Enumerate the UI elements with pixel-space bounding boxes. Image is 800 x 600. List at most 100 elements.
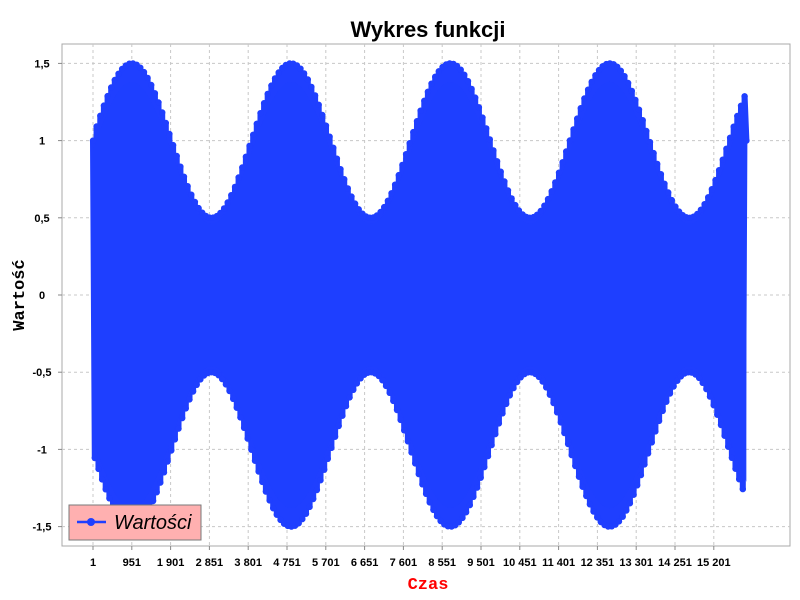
series-point: [233, 404, 240, 411]
series-point: [646, 138, 654, 146]
series-point: [483, 125, 490, 132]
series-point: [184, 183, 191, 190]
series-point: [248, 446, 255, 453]
series-point: [226, 387, 233, 395]
x-tick-label: 6 651: [351, 557, 379, 569]
series-point: [743, 137, 750, 144]
series-point: [311, 92, 319, 99]
series-point: [723, 145, 730, 152]
series-point: [706, 393, 714, 400]
series-point: [153, 489, 160, 496]
series-point: [422, 490, 430, 497]
series-point: [251, 457, 259, 464]
x-tick-label: 1 901: [157, 557, 185, 569]
series-point: [355, 206, 362, 213]
series-point: [195, 204, 202, 212]
series-point: [717, 421, 725, 429]
series-point: [470, 493, 477, 500]
series-point: [297, 65, 304, 72]
series-point: [712, 176, 719, 184]
chart-title: Wykres funkcji: [351, 17, 506, 42]
series-point: [395, 171, 402, 179]
series-point: [164, 458, 171, 465]
series-point: [188, 191, 195, 198]
series-point: [710, 402, 717, 409]
series-point: [250, 131, 257, 138]
series-point: [728, 454, 736, 461]
series-point: [102, 486, 109, 493]
series-point: [490, 147, 497, 154]
series-point: [577, 105, 584, 112]
series-point: [499, 410, 506, 417]
series-point: [508, 195, 515, 202]
series-point: [379, 377, 386, 384]
series-point: [321, 466, 328, 473]
x-tick-label: 5 701: [312, 557, 340, 569]
series-point: [166, 130, 173, 138]
series-point: [568, 451, 575, 459]
series-point: [584, 86, 592, 93]
series-point: [348, 193, 355, 200]
series-point: [594, 514, 601, 521]
series-point: [644, 450, 652, 457]
series-point: [404, 438, 412, 445]
series-point: [624, 79, 632, 87]
series-point: [350, 386, 357, 393]
x-tick-label: 4 751: [273, 557, 301, 569]
series-point: [257, 110, 264, 117]
series-point: [264, 90, 271, 98]
series-point: [415, 470, 422, 478]
series-point: [186, 396, 193, 403]
x-tick-label: 9 501: [467, 557, 495, 569]
series-point: [306, 503, 313, 511]
series-point: [566, 137, 574, 144]
series-point: [275, 69, 282, 76]
series-point: [391, 181, 399, 188]
series-point: [148, 81, 155, 89]
series-point: [262, 488, 270, 495]
y-tick-label: 1,5: [34, 58, 49, 70]
y-tick-label: 1: [39, 136, 45, 148]
series-point: [648, 439, 655, 446]
series-point: [273, 511, 280, 518]
series-point: [512, 201, 519, 209]
series-point: [308, 83, 315, 91]
series-point: [666, 390, 674, 397]
series-point: [730, 123, 737, 130]
series-point: [721, 432, 728, 439]
series-point: [652, 428, 659, 435]
series-point: [175, 425, 182, 432]
series-point: [413, 118, 421, 125]
series-wartosci: [89, 60, 750, 530]
y-tick-label: 0: [39, 290, 45, 302]
series-point: [503, 400, 510, 408]
series-point: [377, 208, 384, 216]
series-point: [457, 66, 464, 73]
series-point: [641, 461, 648, 468]
series-point: [173, 152, 180, 160]
series-point: [299, 515, 306, 523]
series-point: [617, 67, 624, 75]
series-point: [513, 378, 521, 386]
series-point: [555, 169, 563, 176]
series-point: [95, 465, 102, 473]
series-point: [104, 92, 111, 100]
x-tick-label: 10 451: [503, 557, 537, 569]
series-point: [182, 405, 189, 412]
series-point: [235, 174, 242, 181]
series-point: [388, 190, 395, 197]
x-tick-label: 951: [123, 557, 141, 569]
series-point: [455, 519, 462, 526]
series-point: [643, 127, 650, 135]
series-point: [473, 484, 481, 491]
series-point: [322, 122, 330, 129]
series-point: [537, 207, 544, 215]
series-point: [168, 447, 175, 454]
series-point: [541, 202, 548, 209]
series-point: [231, 183, 239, 191]
series-point: [579, 483, 586, 490]
x-tick-label: 1: [90, 557, 96, 569]
series-point: [574, 115, 581, 122]
series-point: [375, 372, 382, 380]
